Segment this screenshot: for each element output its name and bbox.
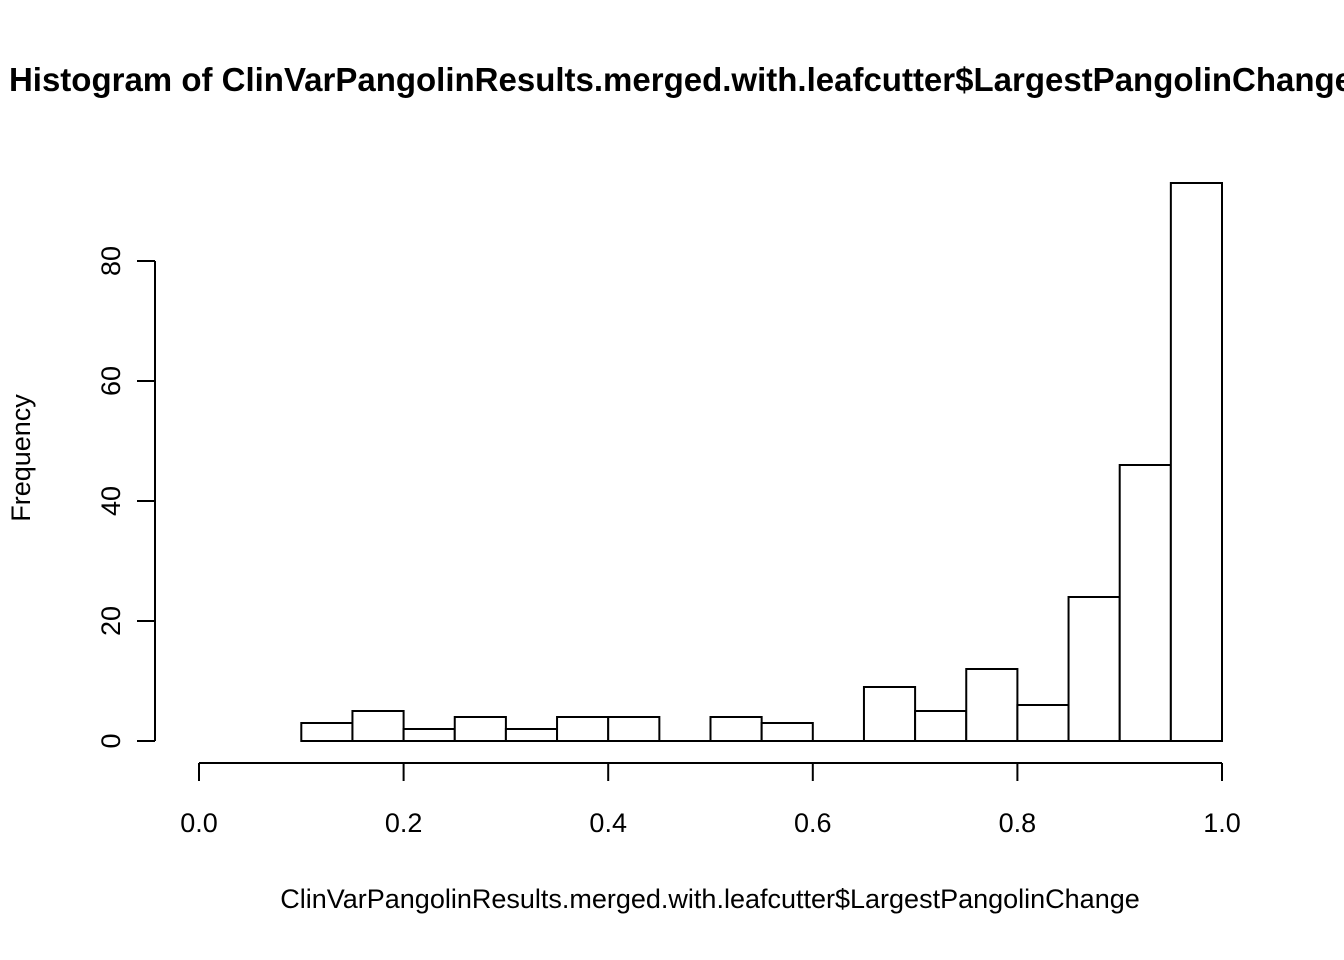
histogram-bar [760, 722, 814, 742]
y-tick-label: 60 [96, 366, 126, 396]
x-tick-label: 0.4 [589, 808, 627, 838]
histogram-bar [1016, 704, 1070, 742]
y-tick-label: 40 [96, 486, 126, 516]
histogram-bar [453, 716, 507, 742]
x-tick-label: 0.2 [385, 808, 423, 838]
histogram-bar [351, 710, 405, 742]
histogram-bar [709, 716, 763, 742]
x-axis-label: ClinVarPangolinResults.merged.with.leafc… [280, 884, 1140, 914]
histogram-bar [607, 716, 661, 742]
histogram-bar [965, 668, 1019, 742]
histogram-bar [402, 728, 456, 742]
y-axis: 0 20 40 60 80 [96, 246, 156, 749]
x-tick-label: 0.8 [999, 808, 1037, 838]
y-tick-label: 20 [96, 606, 126, 636]
x-axis: 0.0 0.2 0.4 0.6 0.8 1.0 [180, 762, 1241, 838]
y-axis-label: Frequency [6, 394, 36, 522]
histogram-bar [300, 722, 354, 742]
histogram-bar [1118, 464, 1172, 742]
histogram-bar [862, 686, 917, 742]
y-tick-label: 0 [96, 733, 126, 748]
x-tick-label: 1.0 [1203, 808, 1241, 838]
x-tick-label: 0.6 [794, 808, 832, 838]
histogram-bar [504, 728, 559, 742]
histogram-bar [1067, 596, 1121, 742]
histogram-bar [556, 716, 610, 742]
histogram-bar [1169, 182, 1223, 742]
y-tick-label: 80 [96, 246, 126, 276]
plot-title: Histogram of ClinVarPangolinResults.merg… [9, 61, 1344, 98]
bars-group [300, 182, 1223, 742]
x-tick-label: 0.0 [180, 808, 218, 838]
histogram-bar [914, 710, 968, 742]
